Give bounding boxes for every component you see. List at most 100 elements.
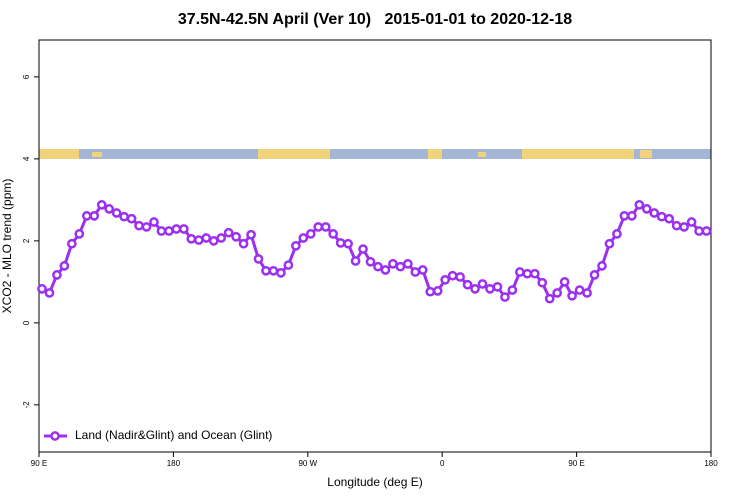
- data-point: [440, 274, 451, 285]
- data-point: [365, 256, 376, 267]
- data-point: [223, 227, 234, 238]
- data-point: [589, 270, 600, 280]
- data-point: [649, 208, 660, 218]
- data-point: [537, 277, 548, 288]
- data-point: [380, 265, 391, 275]
- data-point: [664, 213, 675, 224]
- data-point: [470, 283, 480, 294]
- data-point: [283, 260, 294, 270]
- data-point: [96, 199, 107, 210]
- x-tick-label: 90 E: [568, 459, 584, 468]
- data-point: [216, 233, 227, 243]
- x-tick-label: 180: [704, 459, 718, 468]
- data-point: [276, 268, 286, 278]
- data-point: [455, 272, 465, 282]
- data-point: [686, 217, 697, 227]
- data-point: [410, 267, 421, 277]
- series-line: [41, 202, 707, 302]
- data-point: [313, 222, 324, 232]
- data-point: [612, 229, 622, 239]
- data-point: [156, 226, 167, 236]
- data-point: [74, 229, 85, 239]
- data-point: [462, 279, 473, 290]
- data-point: [119, 211, 129, 222]
- data-point: [179, 224, 189, 234]
- data-point: [417, 265, 428, 275]
- data-point: [604, 238, 615, 249]
- y-axis-label: XCO2 - MLO trend (ppm): [0, 179, 14, 314]
- data-point: [134, 220, 144, 231]
- data-point: [231, 231, 241, 242]
- data-point: [298, 233, 309, 243]
- x-tick-label: 90 W: [298, 459, 317, 468]
- y-tick-label: 6: [22, 74, 31, 79]
- data-point: [694, 226, 704, 236]
- data-point: [268, 265, 279, 276]
- y-tick-label: 0: [22, 320, 31, 325]
- data-point: [403, 258, 413, 269]
- data-point: [111, 208, 122, 218]
- data-point: [544, 293, 555, 304]
- data-point: [171, 224, 182, 234]
- data-point: [335, 238, 346, 248]
- data-point: [246, 229, 256, 240]
- data-point: [328, 229, 339, 239]
- data-point: [515, 267, 525, 277]
- data-point: [634, 199, 645, 210]
- data-point: [193, 235, 204, 245]
- chart-title: 37.5N-42.5N April (Ver 10) 2015-01-01 to…: [178, 11, 572, 28]
- y-tick-label: -2: [22, 401, 31, 409]
- y-tick-label: 4: [22, 156, 31, 161]
- y-tick-label: 2: [22, 238, 31, 243]
- data-point: [164, 226, 174, 236]
- data-point: [641, 204, 652, 214]
- data-point: [395, 261, 406, 272]
- data-point: [500, 292, 510, 302]
- x-tick-label: 0: [440, 459, 445, 468]
- data-point: [238, 238, 249, 249]
- data-point: [305, 229, 316, 239]
- data-point: [44, 288, 55, 298]
- data-point: [529, 268, 540, 279]
- data-point: [701, 226, 712, 236]
- data-point: [679, 222, 689, 232]
- plot-frame: [38, 39, 712, 453]
- data-point: [597, 261, 607, 271]
- data-point: [485, 283, 495, 294]
- data-point: [447, 270, 458, 281]
- data-point: [201, 233, 212, 243]
- data-point: [149, 217, 159, 227]
- data-point: [126, 213, 137, 224]
- x-tick-label: 90 E: [31, 459, 47, 468]
- data-point: [582, 288, 592, 298]
- data-point: [89, 211, 100, 221]
- x-axis-label: Longitude (deg E): [327, 475, 422, 489]
- data-point: [37, 283, 47, 294]
- data-point: [671, 220, 682, 231]
- data-point: [567, 290, 577, 301]
- data-point: [358, 244, 368, 254]
- data-point: [261, 265, 271, 276]
- data-point: [559, 277, 570, 287]
- data-point: [67, 238, 77, 249]
- data-point: [373, 261, 383, 272]
- data-point: [492, 281, 503, 292]
- data-point: [507, 285, 518, 295]
- legend-marker: [50, 431, 60, 441]
- data-point: [574, 285, 585, 295]
- data-point: [59, 261, 70, 271]
- data-point: [350, 256, 361, 266]
- data-point: [291, 240, 301, 251]
- data-point: [388, 258, 398, 269]
- data-point: [552, 288, 563, 298]
- legend-label: Land (Nadir&Glint) and Ocean (Glint): [75, 428, 272, 442]
- data-point: [320, 222, 331, 232]
- data-point: [81, 211, 92, 221]
- data-point: [477, 279, 488, 289]
- data-point: [522, 268, 533, 279]
- x-tick-label: 180: [167, 459, 181, 468]
- data-point: [208, 236, 219, 246]
- land-ocean-strip: [39, 149, 711, 159]
- data-point: [186, 233, 197, 244]
